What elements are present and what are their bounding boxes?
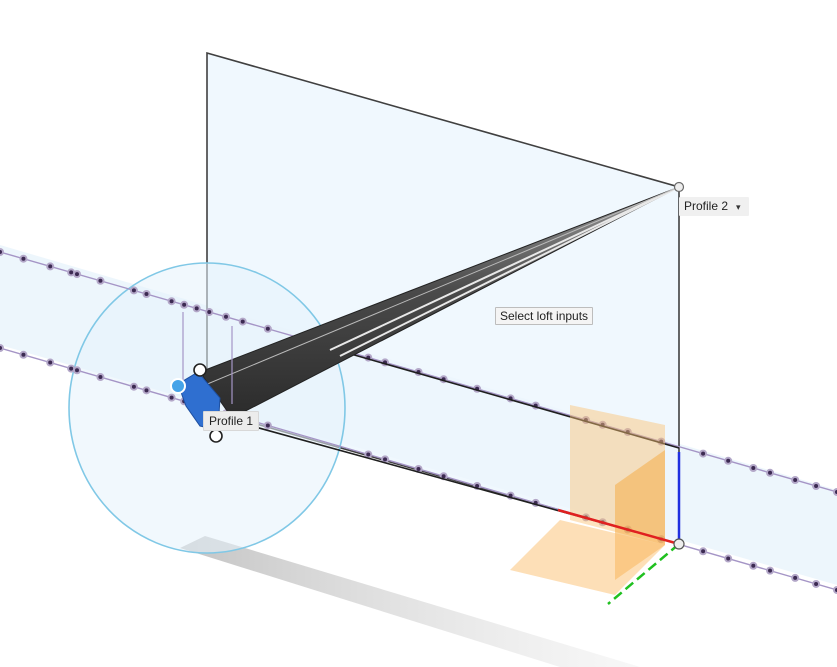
rail-dot bbox=[48, 360, 53, 365]
rail-dot bbox=[366, 452, 371, 457]
rail-dot bbox=[768, 470, 773, 475]
rail-dot bbox=[98, 375, 103, 380]
rail-dot bbox=[701, 549, 706, 554]
rail-dot bbox=[223, 314, 228, 319]
rail-dot bbox=[793, 575, 798, 580]
axis-y bbox=[607, 543, 680, 605]
rail-dot bbox=[751, 563, 756, 568]
rail-dot bbox=[131, 288, 136, 293]
plane-mid-edge bbox=[329, 347, 680, 449]
rail-dot bbox=[475, 483, 480, 488]
rail-dot bbox=[69, 270, 74, 275]
rail-dot bbox=[441, 474, 446, 479]
chevron-down-icon[interactable]: ▾ bbox=[736, 202, 741, 212]
profile2-vertex[interactable] bbox=[673, 181, 685, 193]
rail-dot bbox=[75, 368, 80, 373]
profile1-vertex-top[interactable] bbox=[193, 363, 207, 377]
rail-dot bbox=[768, 568, 773, 573]
rail-dot bbox=[75, 272, 80, 277]
rail-dot bbox=[814, 581, 819, 586]
rail-dot bbox=[169, 395, 174, 400]
rail-dot bbox=[207, 310, 212, 314]
rail-dot bbox=[383, 457, 388, 462]
rail-dot bbox=[751, 466, 756, 470]
rail-dot bbox=[726, 458, 731, 463]
profile1-select-dot[interactable] bbox=[170, 378, 186, 394]
profile1-vertex-bottom[interactable] bbox=[209, 429, 223, 443]
rail-dot bbox=[814, 484, 819, 488]
rail-dot bbox=[265, 423, 270, 428]
rail-dot bbox=[265, 326, 270, 331]
axis-x bbox=[557, 508, 680, 546]
rail-dot bbox=[169, 299, 174, 304]
profile1-label[interactable]: Profile 1 bbox=[203, 411, 260, 431]
rail-dot bbox=[240, 319, 245, 324]
rail-dot bbox=[182, 302, 187, 307]
loft-edge-line bbox=[204, 186, 680, 386]
rail-dot bbox=[144, 388, 149, 393]
rail-dot bbox=[416, 467, 421, 471]
rail-dot bbox=[98, 278, 103, 283]
rail-dot bbox=[21, 352, 26, 357]
loft-input-hint: Select loft inputs bbox=[495, 307, 594, 325]
rail-dot bbox=[131, 384, 136, 389]
rail-dot bbox=[701, 451, 706, 456]
loft-shadow bbox=[180, 536, 640, 667]
rail-dot bbox=[0, 250, 2, 254]
rail-dot bbox=[48, 264, 53, 269]
rail-dot bbox=[793, 478, 798, 482]
triad-plane-floor bbox=[510, 520, 665, 595]
rail-dot bbox=[21, 256, 26, 261]
rail-dot bbox=[69, 366, 74, 371]
profile2-label-text: Profile 2 bbox=[684, 199, 729, 213]
origin-point[interactable] bbox=[673, 538, 685, 550]
rail-dot bbox=[726, 556, 731, 561]
profile2-dropdown[interactable]: Profile 2 ▾ bbox=[679, 197, 749, 216]
rail-dot bbox=[194, 306, 199, 311]
rail-dot bbox=[0, 346, 2, 350]
rail-dot bbox=[144, 292, 149, 296]
